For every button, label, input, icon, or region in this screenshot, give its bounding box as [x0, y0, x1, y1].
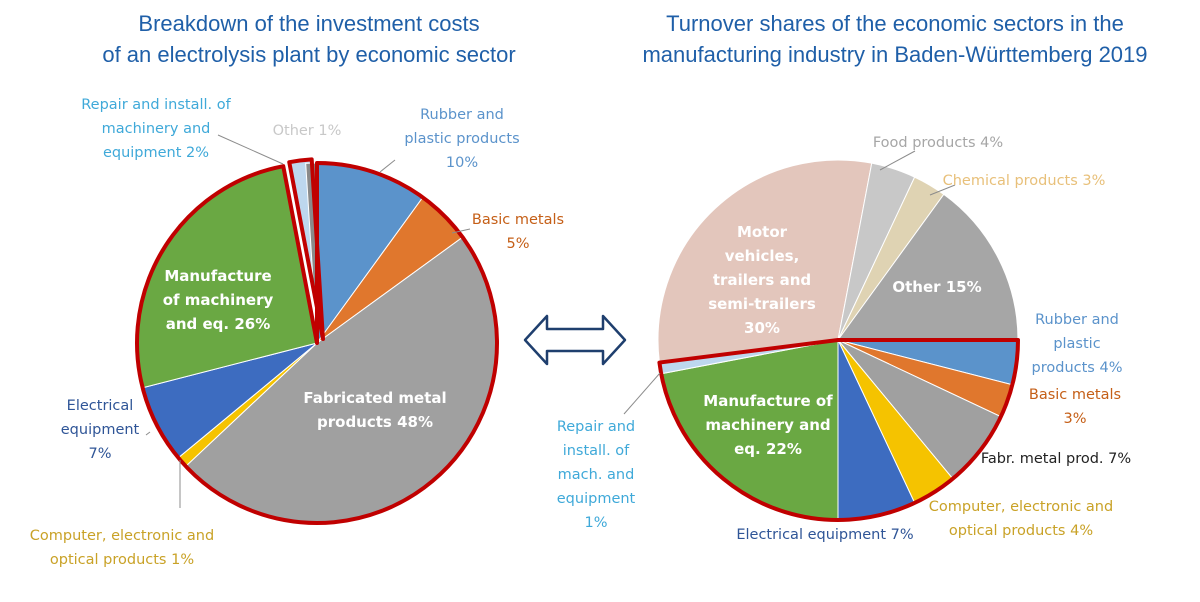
- slice-label: Other 15%: [892, 278, 981, 296]
- leader-line: [145, 431, 151, 436]
- slice-label: Other 1%: [273, 123, 342, 139]
- leader-line: [217, 134, 284, 165]
- slice-label: Electrical equipment 7%: [61, 398, 140, 462]
- leader-line: [929, 184, 956, 196]
- slice-label: Repair and install. of machinery and equip…: [81, 97, 231, 161]
- slice-label: Manufacture of machinery and eq. 26%: [163, 267, 274, 333]
- pie-turnover-shares: Rubber and plastic products 4% Basic metals…: [557, 135, 1131, 543]
- highlight-outline: [135, 161, 499, 525]
- slice-label: Chemical products 3%: [943, 173, 1106, 189]
- slice-label: Computer, electronic and optical products…: [929, 499, 1113, 539]
- pie-slice: [657, 159, 873, 364]
- highlight-outline: [657, 338, 1020, 522]
- slice-label: Repair and install. of mach. and equipment 1…: [557, 419, 636, 531]
- slice-label: Computer, electronic and optical products…: [30, 528, 214, 568]
- chart-title: Turnover shares of the economic sectors …: [642, 11, 1147, 67]
- leader-line: [379, 159, 396, 173]
- slice-label: Rubber and plastic products 4%: [1032, 312, 1123, 376]
- slice-label: Motor vehicles, trailers and semi-trailers 3…: [708, 223, 816, 337]
- leader-line: [451, 228, 471, 234]
- leader-line: [879, 150, 916, 171]
- slice-label: Fabr. metal prod. 7%: [981, 451, 1131, 467]
- pie-slice: [837, 193, 1019, 341]
- slice-label: Manufacture of machinery and eq. 22%: [703, 392, 833, 458]
- slice-label: Fabricated metal products 48%: [303, 389, 446, 431]
- double-arrow-icon: [523, 314, 627, 366]
- leader-line: [623, 372, 661, 415]
- chart-title: Breakdown of the investment costs of an e…: [102, 11, 515, 67]
- slice-label: Electrical equipment 7%: [736, 527, 913, 543]
- slice-label: Food products 4%: [873, 135, 1003, 151]
- slice-label: Rubber and plastic products 10%: [404, 107, 519, 171]
- highlight-outline: [287, 157, 325, 341]
- slice-label: Basic metals 5%: [472, 212, 564, 252]
- pie-investment-costs: Rubber and plastic products 10% Basic metal…: [30, 97, 564, 568]
- slice-label: Basic metals 3%: [1029, 387, 1121, 427]
